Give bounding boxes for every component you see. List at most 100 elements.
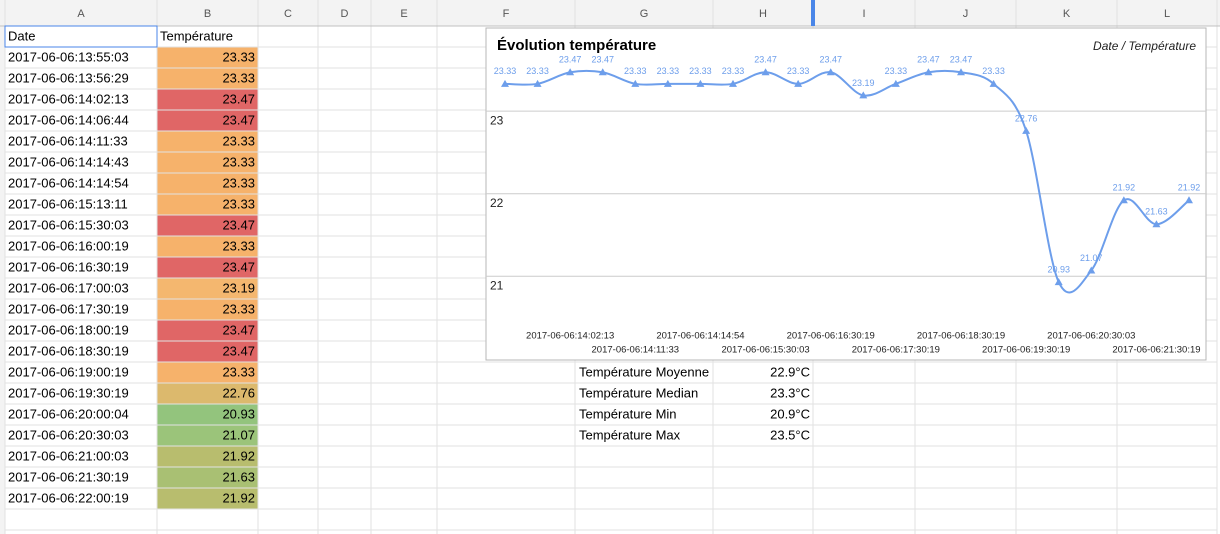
point-marker — [598, 68, 607, 76]
temperature-cell[interactable]: 21.92 — [222, 448, 255, 463]
data-label: 23.47 — [917, 55, 940, 65]
temperature-cell[interactable]: 23.47 — [222, 322, 255, 337]
date-cell[interactable]: 2017-06-06:17:30:19 — [8, 301, 129, 316]
cell-fill — [157, 110, 258, 131]
date-cell[interactable]: 2017-06-06:16:00:19 — [8, 238, 129, 253]
date-cell[interactable]: 2017-06-06:21:30:19 — [8, 469, 129, 484]
stat-value[interactable]: 23.5°C — [770, 427, 810, 442]
temperature-cell[interactable]: 23.47 — [222, 259, 255, 274]
point-marker — [859, 91, 868, 99]
date-cell[interactable]: 2017-06-06:15:30:03 — [8, 217, 129, 232]
date-cell[interactable]: 2017-06-06:16:30:19 — [8, 259, 129, 274]
column-header[interactable]: K — [1063, 8, 1071, 20]
date-cell[interactable]: 2017-06-06:13:55:03 — [8, 49, 129, 64]
date-cell[interactable]: 2017-06-06:14:02:13 — [8, 91, 129, 106]
column-header[interactable]: G — [640, 8, 649, 20]
date-cell[interactable]: 2017-06-06:14:14:43 — [8, 154, 129, 169]
date-cell[interactable]: 2017-06-06:14:06:44 — [8, 112, 129, 127]
temperature-cell[interactable]: 23.47 — [222, 112, 255, 127]
data-label: 22.76 — [1015, 113, 1038, 123]
stat-value[interactable]: 20.9°C — [770, 406, 810, 421]
data-label: 21.92 — [1113, 183, 1136, 193]
cell-fill — [157, 383, 258, 404]
column-header[interactable]: F — [503, 8, 510, 20]
temperature-cell[interactable]: 23.33 — [222, 133, 255, 148]
temperature-cell[interactable]: 23.19 — [222, 280, 255, 295]
date-cell[interactable]: 2017-06-06:15:13:11 — [8, 196, 128, 211]
stat-value[interactable]: 22.9°C — [770, 364, 810, 379]
stat-label[interactable]: Température Moyenne — [579, 364, 709, 379]
left-gutter — [0, 0, 5, 534]
temperature-cell[interactable]: 23.33 — [222, 175, 255, 190]
date-cell[interactable]: 2017-06-06:17:00:03 — [8, 280, 129, 295]
date-cell[interactable]: 2017-06-06:19:30:19 — [8, 385, 129, 400]
data-label: 23.33 — [722, 66, 745, 76]
column-header[interactable]: I — [862, 8, 865, 20]
temperature-cell[interactable]: 23.33 — [222, 196, 255, 211]
date-cell[interactable]: 2017-06-06:18:30:19 — [8, 343, 129, 358]
stat-label[interactable]: Température Median — [579, 385, 698, 400]
temperature-cell[interactable]: 21.07 — [222, 427, 255, 442]
temperature-cell[interactable]: 23.33 — [222, 154, 255, 169]
column-header[interactable]: E — [400, 8, 407, 20]
stat-label[interactable]: Température Min — [579, 406, 677, 421]
data-label: 23.47 — [559, 55, 582, 65]
date-cell[interactable]: 2017-06-06:20:30:03 — [8, 427, 129, 442]
chart-title: Évolution température — [497, 37, 656, 54]
header-cell[interactable]: Date — [8, 28, 35, 43]
point-marker — [1119, 196, 1128, 204]
stat-label[interactable]: Température Max — [579, 427, 681, 442]
temperature-cell[interactable]: 23.47 — [222, 217, 255, 232]
temperature-cell[interactable]: 21.92 — [222, 490, 255, 505]
date-cell[interactable]: 2017-06-06:13:56:29 — [8, 70, 129, 85]
point-marker — [826, 68, 835, 76]
column-header[interactable]: L — [1164, 8, 1170, 20]
column-header[interactable]: C — [284, 8, 292, 20]
y-tick-label: 23 — [490, 113, 504, 127]
temperature-cell[interactable]: 23.33 — [222, 364, 255, 379]
stat-value[interactable]: 23.3°C — [770, 385, 810, 400]
data-label: 21.92 — [1178, 183, 1201, 193]
cell-fill — [157, 215, 258, 236]
column-header[interactable]: H — [759, 8, 767, 20]
column-resize-handle — [811, 0, 815, 26]
point-marker — [729, 79, 737, 87]
temperature-cell[interactable]: 23.33 — [222, 301, 255, 316]
cell-fill — [157, 446, 258, 467]
date-cell[interactable]: 2017-06-06:18:00:19 — [8, 322, 129, 337]
column-header[interactable]: B — [204, 8, 211, 20]
point-marker — [1022, 126, 1031, 134]
column-header[interactable]: D — [341, 8, 349, 20]
data-label: 23.19 — [852, 78, 875, 88]
data-label: 23.33 — [787, 66, 810, 76]
date-cell[interactable]: 2017-06-06:19:00:19 — [8, 364, 129, 379]
cell-fill — [157, 488, 258, 509]
date-cell[interactable]: 2017-06-06:14:11:33 — [8, 133, 128, 148]
chart-subtitle: Date / Température — [1093, 39, 1196, 53]
temperature-cell[interactable]: 21.63 — [222, 469, 255, 484]
header-cell[interactable]: Température — [160, 28, 233, 43]
x-tick-label: 2017-06-06:15:30:03 — [721, 345, 809, 356]
column-header[interactable]: J — [963, 8, 969, 20]
temperature-cell[interactable]: 23.33 — [222, 49, 255, 64]
temperature-cell[interactable]: 23.33 — [222, 70, 255, 85]
x-tick-label: 2017-06-06:20:30:03 — [1047, 331, 1135, 342]
temperature-cell[interactable]: 23.47 — [222, 343, 255, 358]
column-header[interactable]: A — [77, 8, 85, 20]
date-cell[interactable]: 2017-06-06:22:00:19 — [8, 490, 129, 505]
cell-fill — [157, 278, 258, 299]
date-cell[interactable]: 2017-06-06:14:14:54 — [8, 175, 129, 190]
temperature-cell[interactable]: 23.33 — [222, 238, 255, 253]
cell-fill — [157, 320, 258, 341]
point-marker — [957, 68, 965, 76]
point-marker — [501, 79, 509, 87]
temperature-cell[interactable]: 22.76 — [222, 385, 255, 400]
data-label: 23.47 — [950, 55, 973, 65]
temperature-cell[interactable]: 23.47 — [222, 91, 255, 106]
date-cell[interactable]: 2017-06-06:21:00:03 — [8, 448, 129, 463]
temperature-cell[interactable]: 20.93 — [222, 406, 255, 421]
point-marker — [761, 68, 770, 76]
cell-fill — [157, 89, 258, 110]
date-cell[interactable]: 2017-06-06:20:00:04 — [8, 406, 129, 421]
cell-fill — [157, 404, 258, 425]
